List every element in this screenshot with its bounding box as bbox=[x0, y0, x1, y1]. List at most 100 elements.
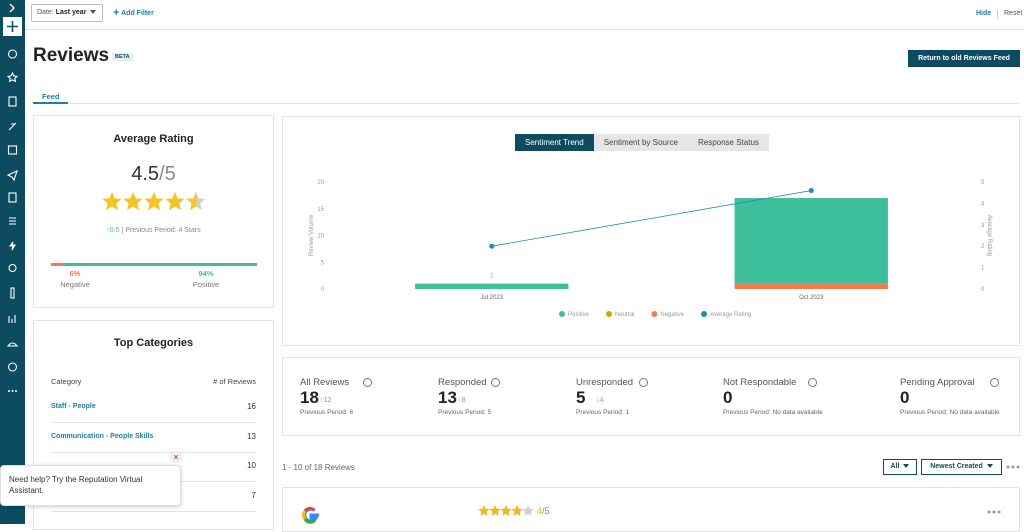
stat-previous: Previous Period: 1 bbox=[576, 409, 630, 416]
expand-icon[interactable] bbox=[9, 3, 15, 13]
stat-previous: Previous Period: No data available bbox=[723, 409, 823, 416]
rating-scale: /5 bbox=[159, 163, 176, 185]
categories-title: Top Categories bbox=[113, 337, 194, 349]
feed-tab[interactable]: Feed bbox=[42, 92, 60, 101]
chart-tab[interactable]: Sentiment by Source bbox=[593, 134, 688, 151]
rating-number: 4.5 bbox=[131, 163, 160, 185]
filter-dropdown[interactable]: All bbox=[883, 459, 917, 475]
stat-help-icon bbox=[639, 378, 649, 387]
review-rating: 4/5 bbox=[537, 506, 550, 516]
beta-badge: BETA bbox=[112, 53, 133, 61]
star bbox=[489, 505, 501, 516]
legend-swatch bbox=[559, 311, 565, 317]
bar bbox=[734, 198, 888, 284]
stat-change: ↓4 bbox=[596, 397, 604, 404]
more-menu[interactable] bbox=[1005, 464, 1021, 470]
y-tick-label: 20 bbox=[317, 180, 324, 186]
legend-swatch bbox=[701, 311, 708, 317]
category-count: 10 bbox=[247, 461, 256, 470]
y-tick-label: 15 bbox=[317, 207, 324, 213]
stat-label: All Reviews bbox=[300, 377, 350, 388]
page-title: Reviews bbox=[33, 45, 110, 66]
stat-help-icon bbox=[990, 378, 1000, 387]
star bbox=[144, 192, 164, 211]
rating-change: ↑0.5 | Previous Period: 4 Stars bbox=[106, 227, 201, 234]
y-tick-label: 10 bbox=[317, 234, 324, 240]
stat-label: Responded bbox=[438, 377, 487, 388]
sentiment-percent: 6% bbox=[70, 269, 81, 278]
review-stars bbox=[478, 505, 534, 516]
stat-value: 0 bbox=[900, 388, 910, 407]
rating-stars bbox=[102, 192, 206, 211]
stat-label: Not Respondable bbox=[723, 377, 797, 388]
line-point bbox=[489, 243, 495, 249]
review-card bbox=[282, 487, 1020, 532]
date-label: Date: bbox=[37, 9, 54, 16]
y-axis-label: Review Volume bbox=[309, 214, 315, 256]
y-tick-label: 0 bbox=[321, 287, 325, 293]
star bbox=[500, 505, 512, 516]
stat-previous: Previous Period: 5 bbox=[438, 409, 492, 416]
average-rating-card bbox=[33, 115, 274, 308]
nav-icons[interactable] bbox=[6, 49, 19, 372]
y2-tick-label: 5 bbox=[981, 180, 985, 186]
date-filter[interactable]: Date: Last year bbox=[31, 4, 103, 22]
star-outline bbox=[522, 505, 534, 516]
star-fill bbox=[478, 505, 522, 516]
category-name: Staff - People bbox=[51, 403, 96, 410]
stat-previous: Previous Period: 6 bbox=[300, 409, 354, 416]
y2-tick-label: 2 bbox=[981, 244, 985, 250]
bar bbox=[415, 283, 569, 289]
help-close[interactable] bbox=[170, 451, 182, 463]
star bbox=[102, 192, 122, 211]
column-header: Category bbox=[51, 377, 82, 386]
google-logo bbox=[302, 506, 319, 524]
chart: 0 5 10 15 20 0 1 2 3 4 5 Review Volume Average Ratin… bbox=[309, 180, 992, 318]
star bbox=[165, 192, 185, 211]
stat-value: 0 bbox=[723, 388, 733, 407]
sentiment-percent: 94% bbox=[198, 269, 213, 278]
rating-value: 4.5/5 bbox=[33, 163, 274, 186]
category-count: 13 bbox=[247, 431, 256, 441]
stat-label: Pending Approval bbox=[900, 377, 975, 388]
chart-tab[interactable]: Response Status bbox=[687, 134, 769, 151]
sort-label: Newest Created bbox=[930, 463, 983, 470]
y2-tick-label: 4 bbox=[981, 201, 985, 207]
sentiment-bar: 6% Negative 94% Positive bbox=[51, 263, 257, 289]
hide-link[interactable]: Hide bbox=[976, 10, 992, 17]
legend-label: Positive bbox=[568, 312, 590, 318]
y2-tick-label: 1 bbox=[981, 266, 985, 272]
sentiment-name: Positive bbox=[193, 280, 219, 289]
star bbox=[123, 192, 143, 211]
y2-tick-label: 0 bbox=[981, 287, 985, 293]
help-popup: Need help? Try the Reputation Virtual As… bbox=[0, 465, 181, 506]
review-menu[interactable] bbox=[986, 509, 1002, 515]
column-header: # of Reviews bbox=[213, 377, 256, 386]
x-tick-label: Oct 2023 bbox=[799, 295, 824, 301]
filter-label: All bbox=[890, 463, 900, 470]
review-count: 1 - 10 of 18 Reviews bbox=[282, 463, 355, 472]
y-tick-label: 5 bbox=[321, 260, 325, 266]
legend-label: Average Rating bbox=[710, 312, 751, 318]
chart-tab[interactable]: Sentiment Trend bbox=[515, 134, 594, 151]
bar bbox=[734, 283, 888, 289]
stat-value: 5 bbox=[576, 388, 586, 407]
y2-axis-label: Average Rating bbox=[986, 215, 992, 256]
stat-help-icon bbox=[808, 378, 817, 387]
star bbox=[186, 192, 197, 211]
sort-dropdown[interactable]: Newest Created bbox=[921, 459, 1002, 475]
add-filter[interactable]: + Add Filter bbox=[113, 7, 154, 19]
stat-help-icon bbox=[490, 378, 500, 387]
return-button[interactable]: Return to old Reviews Feed bbox=[908, 50, 1020, 67]
chart-tabs: Sentiment Trend Sentiment by Source Respon… bbox=[515, 134, 769, 151]
star bbox=[511, 505, 522, 516]
reset-link[interactable]: Reset bbox=[1004, 10, 1023, 17]
assistant-button[interactable] bbox=[4, 512, 24, 524]
add-filter-label: Add Filter bbox=[121, 10, 154, 17]
stat-help-icon bbox=[363, 378, 373, 387]
stats-card bbox=[282, 357, 1020, 436]
legend-swatch bbox=[606, 311, 613, 317]
legend-label: Negative bbox=[660, 312, 684, 318]
top-bar bbox=[25, 0, 1024, 30]
line bbox=[491, 190, 812, 247]
